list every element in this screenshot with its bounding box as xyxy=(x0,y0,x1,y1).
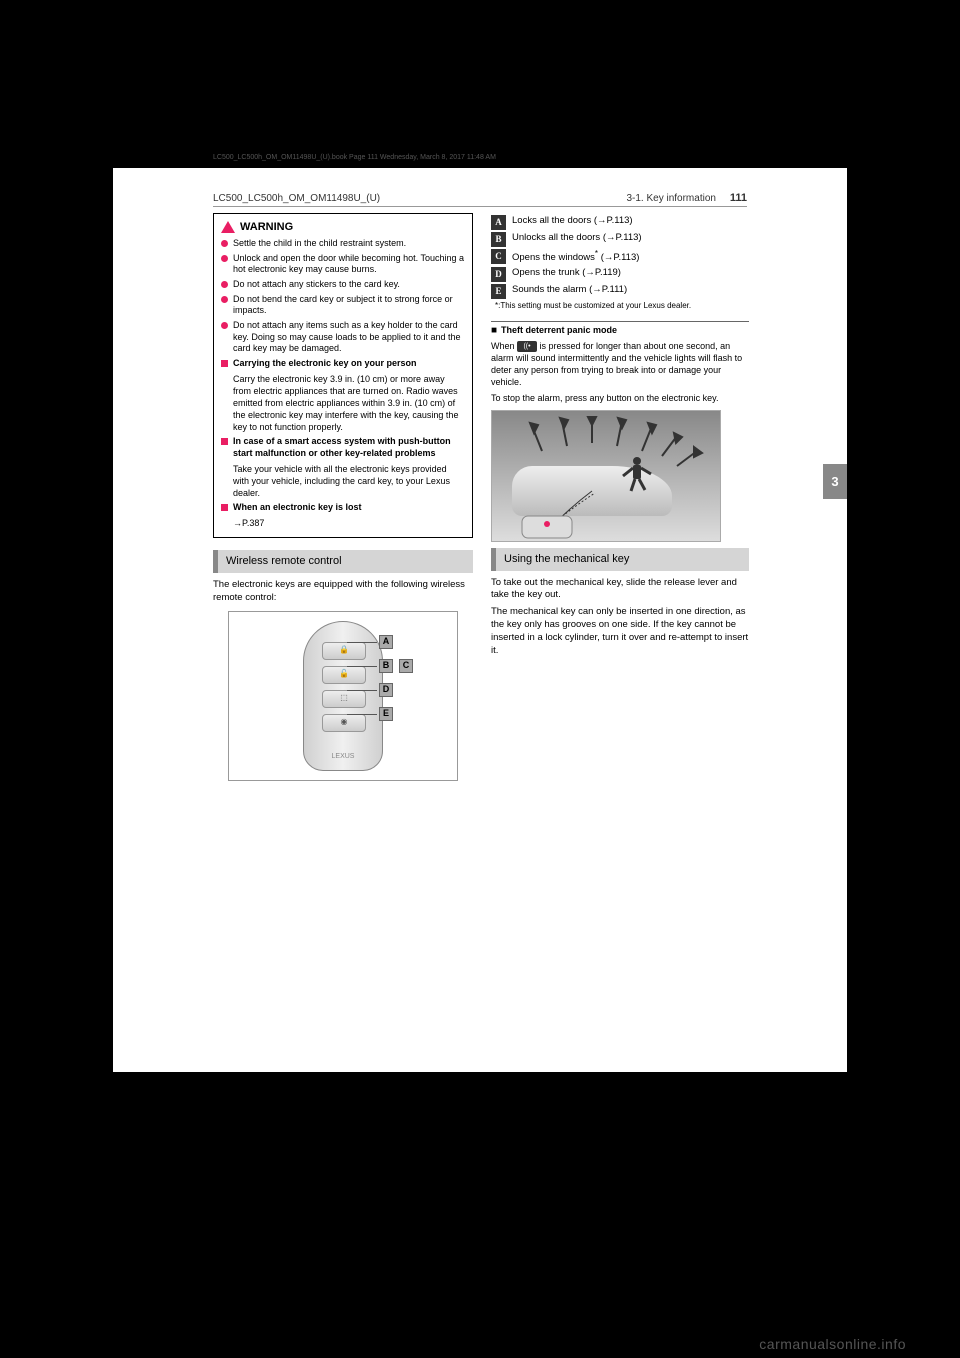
lock-button: 🔒 xyxy=(322,642,366,660)
wireless-intro: The electronic keys are equipped with th… xyxy=(213,579,473,605)
right-column: A Locks all the doors (→P.113) B Unlocks… xyxy=(491,213,749,781)
callout-e: E xyxy=(379,707,393,721)
bullet-icon xyxy=(221,322,228,329)
callout-line xyxy=(347,642,377,643)
warning-bullet: Do not attach any stickers to the card k… xyxy=(221,279,465,291)
square-icon xyxy=(221,360,228,367)
callout-b: B xyxy=(379,659,393,673)
header-right: 3-1. Key information 111 xyxy=(626,192,747,204)
callout-line xyxy=(347,714,377,715)
mechanical-heading: Using the mechanical key xyxy=(491,548,749,571)
callout-d: D xyxy=(379,683,393,697)
key-function-row: C Opens the windows* (→P.113) xyxy=(491,249,749,265)
callout-line xyxy=(347,666,377,667)
manual-page: LC500_LC500h_OM_OM11498U_(U).book Page 1… xyxy=(113,168,847,1072)
mechanical-body2: The mechanical key can only be inserted … xyxy=(491,606,749,657)
footnote: *:This setting must be customized at you… xyxy=(495,301,749,311)
label-d: D xyxy=(491,267,506,282)
page-header: LC500_LC500h_OM_OM11498U_(U) 3-1. Key in… xyxy=(113,168,847,204)
warning-section: When an electronic key is lost xyxy=(221,502,465,514)
panic-section: ■Theft deterrent panic mode xyxy=(491,321,749,338)
unlock-button: 🔓 xyxy=(322,666,366,684)
warning-text: Take your vehicle with all the electroni… xyxy=(233,463,465,499)
key-function-row: E Sounds the alarm (→P.111) xyxy=(491,284,749,299)
warning-text: Carry the electronic key 3.9 in. (10 cm)… xyxy=(233,373,465,434)
warning-bullet: Unlock and open the door while becoming … xyxy=(221,253,465,276)
chapter-tab: 3 xyxy=(823,464,847,499)
panic-arrows xyxy=(492,411,721,542)
label-b: B xyxy=(491,232,506,247)
key-fob: 🔒 🔓 ⬚ ◉ LEXUS xyxy=(303,621,383,771)
key-function-row: D Opens the trunk (→P.119) xyxy=(491,267,749,282)
panic-stop: To stop the alarm, press any button on t… xyxy=(491,392,749,404)
label-e: E xyxy=(491,284,506,299)
content-columns: WARNING Settle the child in the child re… xyxy=(113,207,847,781)
bullet-icon xyxy=(221,255,228,262)
warning-icon xyxy=(221,221,235,233)
label-a: A xyxy=(491,215,506,230)
alarm-button: ◉ xyxy=(322,714,366,732)
key-fob-diagram: 🔒 🔓 ⬚ ◉ LEXUS A B C D E xyxy=(228,611,458,781)
key-function-row: A Locks all the doors (→P.113) xyxy=(491,215,749,230)
warning-bullet: Do not bend the card key or subject it t… xyxy=(221,294,465,317)
warning-box: WARNING Settle the child in the child re… xyxy=(213,213,473,538)
trunk-button: ⬚ xyxy=(322,690,366,708)
square-icon xyxy=(221,438,228,445)
warning-title: WARNING xyxy=(221,220,465,235)
warning-text: →P.387 xyxy=(233,517,465,529)
brand-label: LEXUS xyxy=(304,752,382,761)
warning-section: In case of a smart access system with pu… xyxy=(221,436,465,459)
warning-section: Carrying the electronic key on your pers… xyxy=(221,358,465,370)
bullet-icon xyxy=(221,296,228,303)
warning-bullet: Do not attach any items such as a key ho… xyxy=(221,320,465,355)
callout-line xyxy=(347,690,377,691)
key-function-row: B Unlocks all the doors (→P.113) xyxy=(491,232,749,247)
bullet-icon xyxy=(221,281,228,288)
alarm-icon: ((• xyxy=(517,341,537,352)
header-left: LC500_LC500h_OM_OM11498U_(U) xyxy=(213,193,380,204)
wireless-heading: Wireless remote control xyxy=(213,550,473,573)
mechanical-body: To take out the mechanical key, slide th… xyxy=(491,577,749,603)
panic-body: When ((• is pressed for longer than abou… xyxy=(491,340,749,389)
callout-c: C xyxy=(399,659,413,673)
footer-url: carmanualsonline.info xyxy=(759,1336,906,1352)
square-icon xyxy=(221,504,228,511)
label-c: C xyxy=(491,249,506,264)
left-column: WARNING Settle the child in the child re… xyxy=(213,213,473,781)
bullet-icon xyxy=(221,240,228,247)
callout-a: A xyxy=(379,635,393,649)
warning-bullet: Settle the child in the child restraint … xyxy=(221,238,465,250)
square-marker: ■ xyxy=(491,324,497,338)
panic-illustration xyxy=(491,410,721,542)
print-meta: LC500_LC500h_OM_OM11498U_(U).book Page 1… xyxy=(213,154,496,161)
